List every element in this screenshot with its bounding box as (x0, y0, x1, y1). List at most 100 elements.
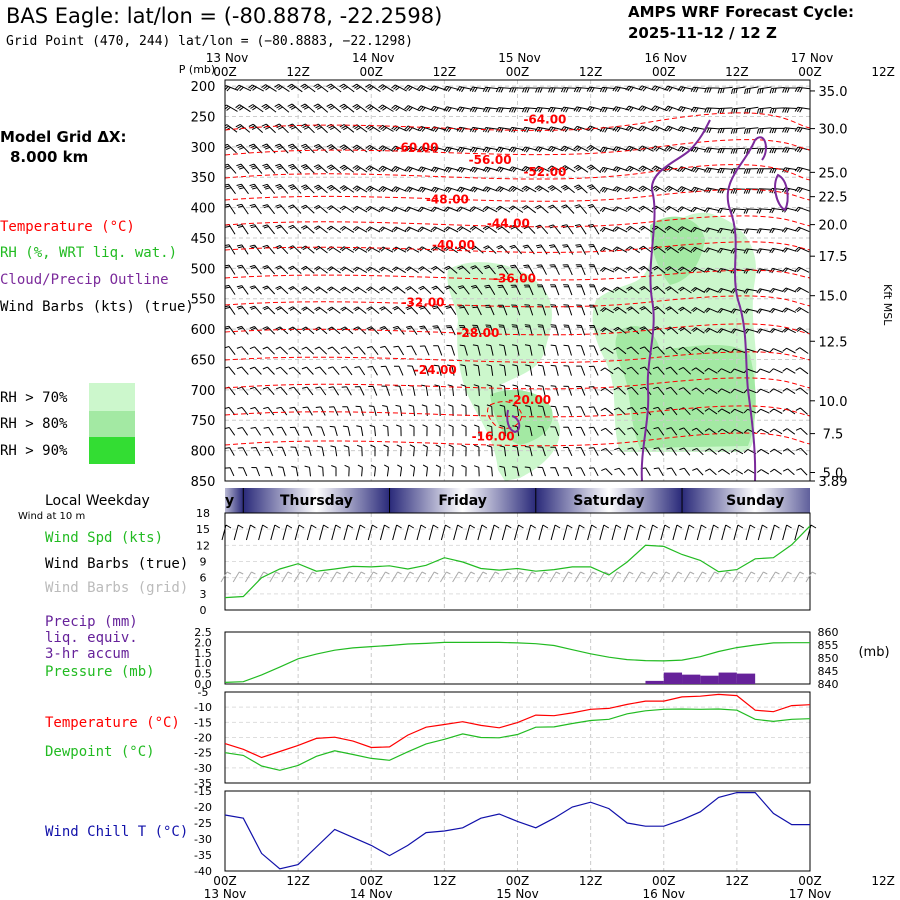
pressure-tick-label: 750 (191, 414, 216, 429)
panel-tick-label: 0.0 (194, 678, 212, 691)
isotherm (225, 269, 810, 281)
rh90-label: RH > 90% (0, 443, 68, 459)
wind-spd-label: Wind Spd (kts) (45, 530, 163, 546)
panel-tick-label: -20 (194, 801, 212, 814)
panel-tick-label: 2.5 (194, 626, 212, 639)
bottom-day-label: 13 Nov (204, 887, 247, 900)
pressure-tick-label: 650 (191, 353, 216, 368)
bottom-hour-label: 00Z (213, 874, 237, 888)
isotherm (225, 139, 810, 156)
pressure-tick-label: 250 (191, 110, 216, 125)
isotherm (225, 215, 810, 228)
isotherm-label: -44.00 (487, 217, 530, 231)
wind-chill-label: Wind Chill T (°C) (45, 824, 188, 840)
top-day-label: 15 Nov (498, 51, 541, 65)
weekday-label: Sunday (726, 493, 784, 509)
rh70-swatch (89, 383, 135, 411)
isotherm (225, 323, 810, 336)
bottom-hour-label: 12Z (725, 874, 749, 888)
bottom-day-label: 17 Nov (789, 887, 832, 900)
weekday-block (389, 488, 536, 513)
isotherm (225, 295, 810, 308)
dewpoint-legend-label: Dewpoint (°C) (45, 744, 155, 760)
rh80-region (650, 216, 705, 285)
cloud-outline (640, 119, 711, 481)
weekday-block (243, 488, 390, 513)
weekday-label: Mo (890, 493, 900, 509)
pressure-tick-label: 400 (191, 202, 216, 217)
accum-label: 3-hr accum (45, 646, 129, 662)
pressure-tick-label: 600 (191, 323, 216, 338)
panel-tick-label: -35 (194, 777, 212, 790)
panel-tick-label: -15 (194, 785, 212, 798)
rh80-swatch (89, 411, 135, 437)
height-tick-label: 15.0 (819, 290, 848, 305)
panel-tick-label: -35 (194, 849, 212, 862)
isotherm (225, 241, 810, 253)
pressure-tick-label: 500 (191, 262, 216, 277)
temperature-legend-label: Temperature (°C) (45, 715, 180, 731)
isotherm (487, 401, 523, 429)
height-tick-label: 22.5 (819, 191, 848, 206)
legend-cloud-outline: Cloud/Precip Outline (0, 272, 169, 288)
precip-bar (682, 674, 701, 684)
precip-bar (663, 672, 683, 684)
isotherm-label: -36.00 (493, 271, 536, 285)
bottom-day-label: 14 Nov (350, 887, 393, 900)
cloud-outline (774, 173, 789, 212)
pressure-tick-label: 300 (191, 141, 216, 156)
cross-section-plot (225, 80, 810, 481)
rh80-label: RH > 80% (0, 416, 68, 432)
bottom-hour-label: 12Z (433, 874, 457, 888)
isotherm-label: -32.00 (402, 296, 445, 310)
panel-tick-label: 1.5 (194, 647, 212, 660)
top-hour-label: 12Z (433, 65, 457, 79)
precip-label: Precip (mm) (45, 614, 138, 630)
panel-tick-label: 15 (196, 523, 210, 536)
panel-tick-label: 2.0 (194, 636, 212, 649)
panel-tick-label: -30 (194, 833, 212, 846)
pressure-tick-label: 550 (191, 293, 216, 308)
pressure-tick-label: 450 (191, 232, 216, 247)
panel-frame (224, 691, 811, 784)
bottom-time-axis: 00Z 12Z 00Z 12Z 00Z 12Z 00Z 12Z 00Z 12Z 13 Nov 14 N… (204, 874, 895, 900)
weekday-bar: sday Thursday Friday Saturday Sunday Mo (225, 488, 900, 513)
isotherm (225, 112, 810, 131)
local-weekday-label: Local Weekday (45, 493, 150, 509)
weekday-block (828, 488, 900, 513)
panel-tick-label: -25 (194, 747, 212, 760)
top-hour-label: 00Z (360, 65, 384, 79)
weekday-label: Saturday (573, 493, 644, 509)
height-tick-label: 20.0 (819, 219, 848, 234)
legend-rh: RH (%, WRT liq. wat.) (0, 245, 177, 261)
wind-chill-panel: -15 -20 -25 -30 -35 -40 (194, 785, 811, 878)
isotherm (225, 351, 810, 363)
pressure-line (224, 641, 810, 683)
top-hour-label: 12Z (871, 65, 895, 79)
cross-section-panel: -64.00 -60.00 -56.00 -52.00 -48.00 -44.00 -40.… (191, 79, 894, 490)
height-tick-label: 5.0 (823, 466, 844, 481)
isotherm-label: -60.00 (395, 141, 438, 155)
pressure-tick-label: 850 (191, 475, 216, 490)
pressure-tick-label: 850 (818, 652, 839, 665)
height-axis-title: Kft MSL (881, 284, 894, 326)
panel-tick-label: 1.0 (194, 657, 212, 670)
height-tick-label: 3.89 (819, 475, 848, 490)
top-hour-label: 12Z (579, 65, 603, 79)
pressure-unit-label: (mb) (858, 645, 889, 660)
height-tick-label: 35.0 (819, 85, 848, 100)
forecast-cycle-label: AMPS WRF Forecast Cycle: (628, 3, 854, 21)
height-tick-label: 25.0 (819, 166, 848, 181)
wind-barbs-true-label: Wind Barbs (true) (45, 556, 188, 572)
legend-temperature: Temperature (°C) (0, 219, 135, 235)
top-day-label: 14 Nov (352, 51, 395, 65)
height-tick-label: 7.5 (823, 428, 844, 443)
forecast-cycle-value: 2025-11-12 / 12 Z (628, 24, 777, 42)
weekday-label: Thursday (280, 493, 353, 509)
top-hour-label: 12Z (725, 65, 749, 79)
model-grid-value: 8.000 km (10, 148, 88, 166)
isotherm (225, 189, 810, 202)
bottom-hour-label: 00Z (360, 874, 384, 888)
